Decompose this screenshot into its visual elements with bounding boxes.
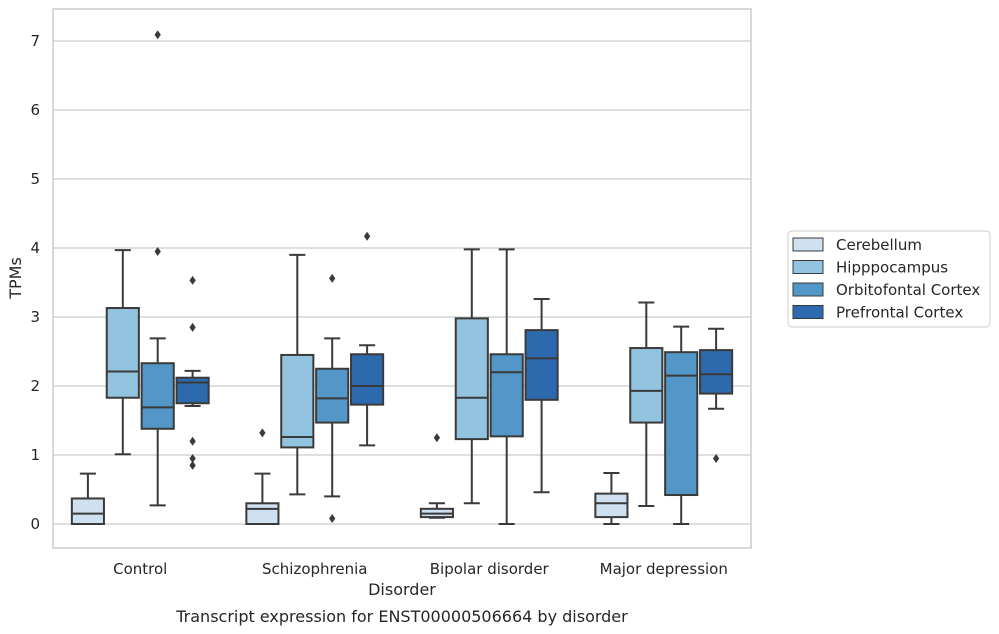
plot-background (53, 9, 751, 548)
outlier-point (363, 231, 371, 241)
plot-frame (52, 8, 752, 549)
legend-swatch (792, 237, 824, 252)
legend-label: Hipppocampus (836, 259, 948, 277)
iqr-box (594, 492, 629, 519)
legend-swatch (792, 282, 824, 297)
y-tick-label: 3 (30, 308, 40, 326)
outlier-point (189, 453, 196, 463)
outlier-point (154, 246, 161, 256)
legend-label: Orbitofontal Cortex (836, 281, 980, 299)
box-prefrontal-cortex (524, 298, 559, 494)
iqr-box (629, 347, 664, 424)
outlier-point (329, 273, 336, 283)
outlier-point (329, 513, 336, 523)
iqr-box (280, 353, 315, 449)
box-cerebellum (594, 471, 629, 525)
iqr-box (454, 317, 489, 441)
box-prefrontal-cortex (175, 275, 210, 470)
y-tick-label: 0 (30, 515, 40, 533)
box-hipppocampus (454, 248, 489, 505)
iqr-box (350, 353, 385, 406)
figure-caption: Transcript expression for ENST0000050666… (175, 607, 628, 626)
y-tick-label: 5 (30, 170, 40, 188)
box-orbitofontal-cortex (315, 273, 350, 523)
x-tick-label: Major depression (600, 560, 728, 578)
legend-swatch (792, 305, 824, 319)
iqr-box (105, 307, 140, 399)
iqr-box (70, 497, 105, 526)
box-cerebellum (70, 472, 105, 526)
box-prefrontal-cortex (350, 231, 385, 447)
legend-frame (787, 230, 991, 328)
y-tick-label: 4 (30, 239, 40, 257)
x-axis-title: Disorder (368, 580, 436, 599)
box-prefrontal-cortex (699, 327, 734, 463)
outlier-point (154, 30, 161, 40)
outlier-point (189, 460, 196, 470)
outlier-point (189, 436, 196, 446)
y-tick-labels: 0 1 2 3 4 5 6 7 (30, 32, 40, 533)
legend-swatch (792, 260, 824, 274)
box-hipppocampus (629, 301, 664, 508)
x-tick-labels: Control Schizophrenia Bipolar disorder Majo… (113, 560, 728, 578)
iqr-box (699, 349, 734, 395)
iqr-box (489, 353, 524, 438)
iqr-box (315, 367, 350, 424)
box-cerebellum (245, 428, 280, 525)
x-tick-label: Schizophrenia (262, 560, 367, 578)
box-hipppocampus (280, 253, 315, 496)
outlier-point (712, 453, 720, 463)
y-tick-label: 7 (30, 32, 40, 50)
iqr-box (524, 329, 559, 401)
iqr-box (245, 502, 280, 525)
outlier-point (433, 433, 441, 443)
y-tick-label: 1 (30, 446, 40, 464)
box-series (70, 30, 734, 526)
legend: Cerebellum Hipppocampus Orbitofontal Corte… (787, 230, 991, 328)
box-orbitofontal-cortex (140, 30, 175, 507)
iqr-box (664, 351, 699, 497)
x-tick-label: Control (113, 560, 167, 578)
iqr-box (140, 362, 175, 430)
x-tick-label: Bipolar disorder (430, 560, 550, 578)
outlier-point (189, 322, 196, 332)
box-orbitofontal-cortex (489, 248, 524, 525)
legend-label: Prefrontal Cortex (836, 304, 963, 322)
box-orbitofontal-cortex (664, 325, 699, 525)
y-tick-label: 2 (30, 377, 40, 395)
box-cerebellum (419, 433, 454, 519)
y-axis-title: TPMs (6, 257, 25, 300)
y-tick-label: 6 (30, 101, 40, 119)
legend-label: Cerebellum (836, 236, 922, 254)
outlier-point (189, 275, 196, 285)
iqr-box (175, 376, 210, 405)
outlier-point (259, 428, 266, 438)
box-hipppocampus (105, 249, 140, 456)
